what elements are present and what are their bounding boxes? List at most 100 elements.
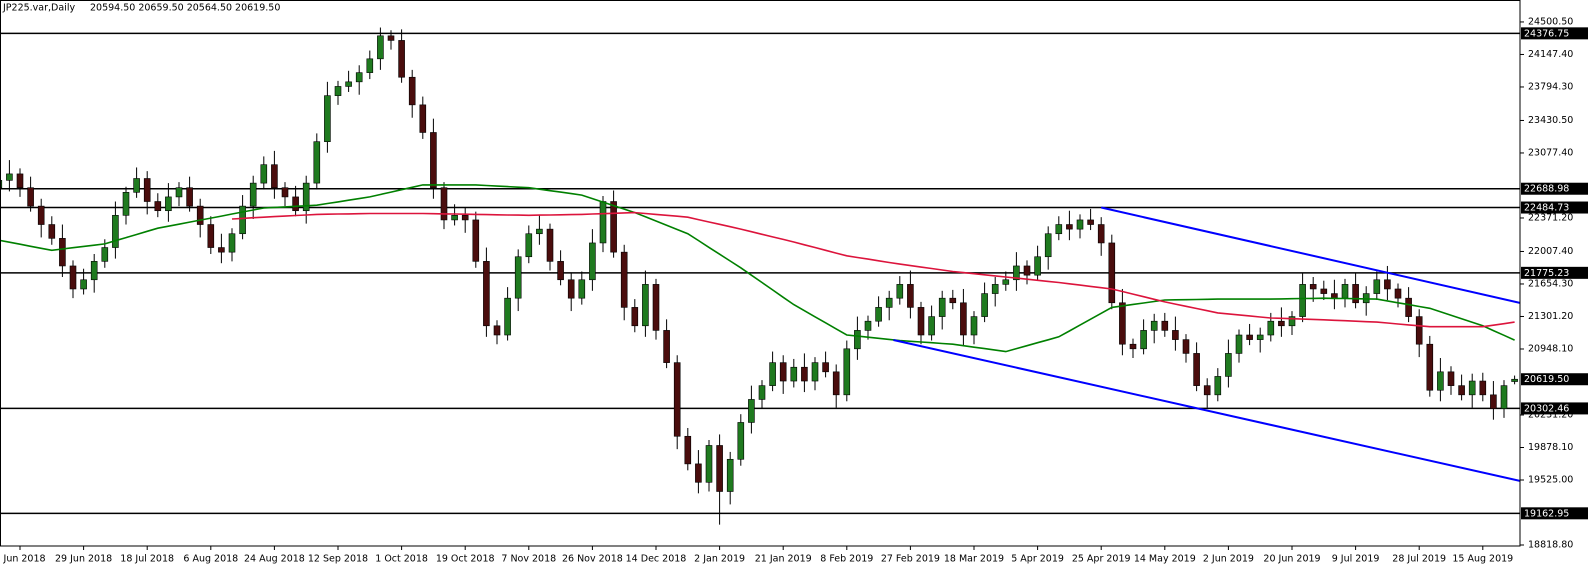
candle-body	[472, 219, 480, 262]
candle-body	[207, 224, 215, 248]
x-tick-label: 26 Nov 2018	[562, 554, 623, 565]
candle-body	[175, 187, 183, 198]
candle-body	[249, 182, 257, 207]
y-tick-label: 19878.10	[1528, 442, 1573, 453]
candle-body	[292, 196, 299, 212]
level-label: 21775.23	[1524, 268, 1569, 279]
candle-body	[1246, 334, 1253, 340]
candle-body	[1002, 279, 1010, 285]
candle-body	[313, 141, 321, 184]
candle-body	[737, 422, 745, 460]
level-box	[1521, 402, 1588, 415]
x-tick-label: 29 Jun 2018	[55, 554, 112, 565]
x-tick-label: 25 Apr 2019	[1072, 554, 1131, 565]
level-box	[1521, 507, 1588, 520]
candle-body	[567, 279, 575, 299]
candle-body	[1352, 284, 1359, 304]
candle-body	[557, 261, 564, 281]
candle-body	[1299, 284, 1306, 317]
candle-body	[1119, 302, 1126, 345]
candle-body	[981, 293, 988, 317]
x-tick-label: 6 Aug 2018	[183, 554, 238, 565]
candle-body	[101, 247, 109, 262]
y-tick-label: 24147.40	[1528, 49, 1573, 60]
candle-body	[1129, 343, 1137, 350]
candle-body	[324, 95, 331, 142]
candle-body	[864, 320, 872, 331]
candle-body	[419, 104, 427, 133]
candle-body	[525, 233, 533, 258]
candle-body	[1256, 334, 1264, 340]
candle-body	[673, 362, 681, 437]
trendline	[893, 338, 1520, 482]
candle-body	[854, 330, 861, 350]
y-tick-label: 18818.80	[1528, 540, 1573, 551]
candle-body	[1426, 343, 1434, 391]
candle-body	[302, 182, 310, 212]
candle-body	[907, 284, 914, 308]
candle-body	[1108, 242, 1116, 304]
candle-body	[377, 35, 384, 60]
candle-body	[1331, 293, 1338, 299]
candle-body	[938, 297, 946, 317]
candle-body	[1225, 353, 1232, 377]
candle-body	[366, 58, 374, 73]
candle-body	[6, 173, 13, 181]
candle-body	[1437, 371, 1444, 391]
candle-body	[1235, 334, 1243, 354]
candle-body	[1415, 316, 1423, 345]
candle-body	[1468, 380, 1476, 396]
candle-body	[620, 251, 628, 308]
candle-body	[112, 215, 119, 248]
candle-body	[48, 224, 56, 239]
candle-body	[1023, 265, 1031, 276]
x-tick-label: 7 Nov 2018	[501, 554, 556, 565]
y-tick-label: 20231.20	[1528, 409, 1573, 420]
x-tick-label: 14 May 2019	[1134, 554, 1196, 565]
x-tick-label: 14 Dec 2018	[626, 554, 687, 565]
candle-body	[514, 256, 522, 299]
moving-average	[0, 184, 1515, 353]
candle-body	[663, 330, 670, 363]
candle-body	[1309, 284, 1317, 290]
candle-body	[1182, 339, 1190, 354]
candle-body	[1087, 219, 1094, 225]
y-tick-label: 24500.50	[1528, 16, 1573, 27]
candle-body	[239, 205, 246, 235]
x-tick-label: 12 Sep 2018	[308, 554, 368, 565]
candle-body	[1150, 320, 1158, 331]
candle-body	[196, 205, 204, 225]
candle-body	[1214, 376, 1222, 396]
x-tick-label: 18 Jul 2018	[120, 554, 174, 565]
candle-body	[1044, 233, 1052, 258]
x-tick-label: 9 Jul 2019	[1332, 554, 1380, 565]
candle-body	[536, 228, 543, 235]
candle-body	[1405, 297, 1412, 317]
candle-body	[779, 362, 787, 382]
x-tick-label: 21 Jan 2019	[755, 554, 812, 565]
x-tick-label: 5 Apr 2019	[1011, 554, 1064, 565]
candle-body	[228, 233, 236, 253]
candle-body	[451, 215, 458, 221]
level-box	[1521, 27, 1588, 40]
ohlc-header: 20594.50 20659.50 20564.50 20619.50	[90, 3, 280, 14]
x-tick-label: 18 Mar 2019	[944, 554, 1004, 565]
trendline	[1100, 206, 1520, 304]
candle-body	[769, 362, 776, 386]
candle-body	[27, 187, 34, 207]
candle-body	[589, 242, 596, 281]
candle-body	[642, 284, 649, 327]
candle-body	[1394, 288, 1402, 299]
candle-body	[16, 173, 24, 189]
candle-body	[1161, 320, 1169, 331]
candle-body	[843, 348, 851, 396]
y-tick-label: 21654.30	[1528, 278, 1573, 289]
candle-body	[610, 201, 617, 253]
candle-body	[960, 302, 967, 336]
candle-body	[408, 76, 416, 106]
candle-body	[504, 297, 511, 336]
candle-body	[758, 385, 766, 400]
level-box	[1521, 201, 1588, 214]
candle-body	[684, 435, 692, 465]
